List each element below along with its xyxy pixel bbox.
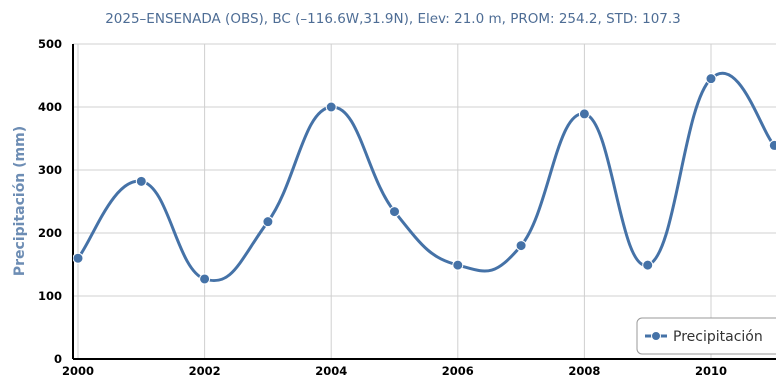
data-point[interactable] [768, 139, 776, 151]
data-point[interactable] [262, 216, 274, 228]
data-point[interactable] [135, 175, 147, 187]
data-point[interactable] [452, 259, 464, 271]
data-point[interactable] [73, 252, 84, 264]
data-point[interactable] [705, 73, 717, 85]
y-tick-label: 200 [38, 226, 62, 240]
y-tick-label: 300 [38, 163, 62, 177]
chart-title: 2025–ENSENADA (OBS), BC (–116.6W,31.9N),… [105, 11, 681, 27]
data-point[interactable] [325, 101, 337, 113]
axes: 0 100 200 300 400 500 2000 2002 2004 2006 2008 2010 [38, 37, 776, 378]
grid-lines [73, 43, 776, 359]
data-point[interactable] [199, 273, 211, 285]
y-axis-title: Precipitación (mm) [12, 126, 28, 276]
y-tick-label: 500 [38, 37, 62, 51]
data-point[interactable] [642, 259, 654, 271]
data-point[interactable] [515, 240, 527, 252]
y-tick-label: 100 [38, 289, 62, 303]
y-tick-label: 0 [54, 352, 62, 366]
x-tick-label: 2006 [442, 364, 474, 378]
x-tick-label: 2002 [189, 364, 221, 378]
legend[interactable]: Precipitación [636, 317, 776, 355]
data-point[interactable] [578, 108, 590, 120]
x-tick-label: 2004 [315, 364, 347, 378]
x-tick-label: 2008 [568, 364, 600, 378]
x-tick-label: 2010 [695, 364, 727, 378]
legend-marker-icon [651, 331, 661, 341]
series-line [76, 71, 776, 283]
legend-label: Precipitación [673, 329, 763, 345]
data-point[interactable] [389, 206, 400, 218]
x-tick-label: 2000 [62, 364, 94, 378]
series-layer [73, 71, 776, 285]
y-tick-label: 400 [38, 100, 62, 114]
legend-box [636, 317, 776, 355]
